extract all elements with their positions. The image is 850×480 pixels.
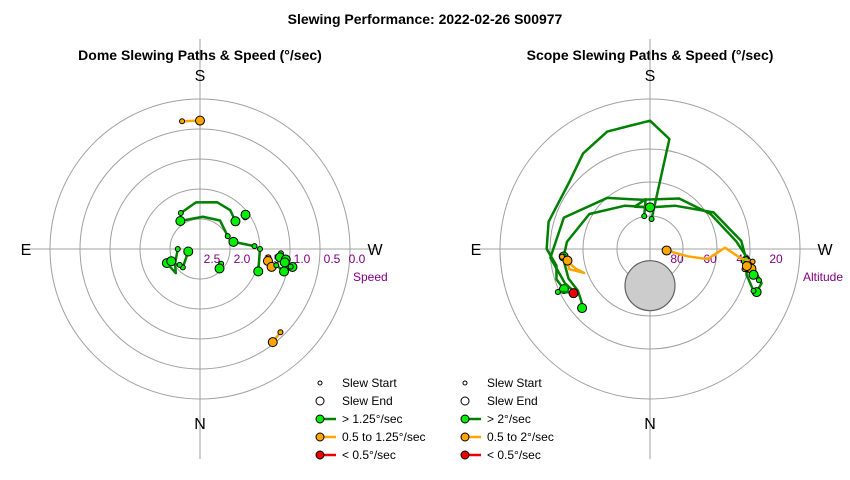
dome-radial-tick: 2.5 [204,252,221,266]
scope-slew-path [666,246,753,263]
dome-compass-left: E [21,242,32,259]
dome-slew-paths [161,115,298,348]
figure-title: Slewing Performance: 2022-02-26 S00977 [288,11,563,27]
dome-slew-end-marker [267,337,278,348]
dome-slew-end-marker [183,246,194,257]
dome-compass-top: S [195,68,206,85]
dome-slew-end-marker [240,209,251,220]
scope-slew-end-marker [577,303,588,314]
scope-legend: Slew Start Slew End > 2°/sec 0.5 to 2°/sec <… [460,376,554,462]
dome-legend-marker [315,414,325,424]
dome-grid: 0.00.51.01.52.02.5 [22,39,378,459]
dome-slew-end-marker [279,257,290,268]
dome-slew-end-marker [253,266,264,277]
dome-legend-label: < 0.5°/sec [342,448,396,462]
scope-slew-end-marker [741,261,752,272]
dome-slew-start-marker [179,118,186,125]
scope-obstruction-disk [624,260,676,312]
scope-slew-path [633,197,651,217]
dome-radial-tick: 0.5 [324,252,341,266]
dome-slew-path [180,215,229,237]
scope-legend-label: > 2°/sec [487,412,531,426]
scope-slew-start-marker [755,277,762,284]
dome-legend-label: 0.5 to 1.25°/sec [342,430,426,444]
scope-compass-top: S [645,68,656,85]
dome-slew-end-marker [175,215,186,226]
dome-compass-bottom: N [194,416,206,433]
scope-legend-marker [460,450,470,460]
dome-slew-start-marker [176,261,183,268]
dome-radial-tick: 0.0 [349,252,366,266]
scope-legend-label: Slew End [487,394,538,408]
scope-compass-left: E [471,242,482,259]
scope-chart: Scope Slewing Paths & Speed (°/sec) 2040… [460,39,843,462]
dome-slew-end-marker [230,216,241,227]
dome-slew-start-marker [277,329,284,336]
scope-grid: 20406080 [472,39,828,459]
scope-slew-paths [545,119,763,314]
dome-legend: Slew Start Slew End > 1.25°/sec 0.5 to 1.25… [315,376,426,462]
dome-slew-end-marker [166,256,177,267]
dome-radial-tick: 2.0 [234,252,251,266]
dome-slew-end-marker [279,266,290,277]
dome-legend-label: Slew End [342,394,393,408]
scope-slew-start-marker [554,288,561,295]
dome-legend-marker [315,450,325,460]
scope-legend-marker [460,414,470,424]
dome-slew-end-marker [214,263,225,274]
dome-slew-end-marker [228,236,239,247]
scope-slew-end-marker [568,288,579,299]
scope-slew-end-marker [748,269,759,280]
dome-legend-label: Slew Start [342,376,397,390]
scope-slew-end-marker [661,245,672,256]
scope-legend-marker [460,432,470,442]
dome-slew-start-marker [224,233,231,240]
dome-compass-right: W [367,242,383,259]
scope-slew-start-marker [750,287,757,294]
dome-slew-start-marker [174,246,181,252]
scope-compass-bottom: N [644,416,656,433]
dome-slew-start-marker [273,262,280,269]
dome-slew-start-marker [177,209,184,216]
scope-radial-axis-label: Altitude [803,270,843,284]
scope-legend-end-marker [460,396,470,406]
scope-legend-label: 0.5 to 2°/sec [487,430,554,444]
dome-legend-end-marker [315,396,325,406]
scope-slew-start-marker [641,213,648,220]
scope-slew-end-marker [645,202,655,213]
dome-radial-axis-label: Speed [353,270,388,284]
scope-slew-path [561,255,586,275]
dome-slew-path [180,200,237,222]
dome-legend-label: > 1.25°/sec [342,412,403,426]
scope-legend-label: < 0.5°/sec [487,448,541,462]
dome-legend-start-marker [317,380,323,386]
dome-chart: Dome Slewing Paths & Speed (°/sec) 0.00.… [21,39,426,462]
dome-radial-tick: 1.0 [294,252,311,266]
scope-legend-label: Slew Start [487,376,542,390]
dome-slew-start-marker [251,243,258,250]
dome-slew-end-marker [195,115,205,126]
scope-slew-start-marker [648,216,655,223]
scope-radial-tick: 20 [769,252,783,266]
scope-legend-start-marker [462,380,468,386]
scope-compass-right: W [817,242,833,259]
dome-slew-start-marker [287,263,294,270]
dome-slew-start-marker [257,246,263,252]
dome-legend-marker [315,432,325,442]
scope-slew-end-marker [562,255,573,266]
